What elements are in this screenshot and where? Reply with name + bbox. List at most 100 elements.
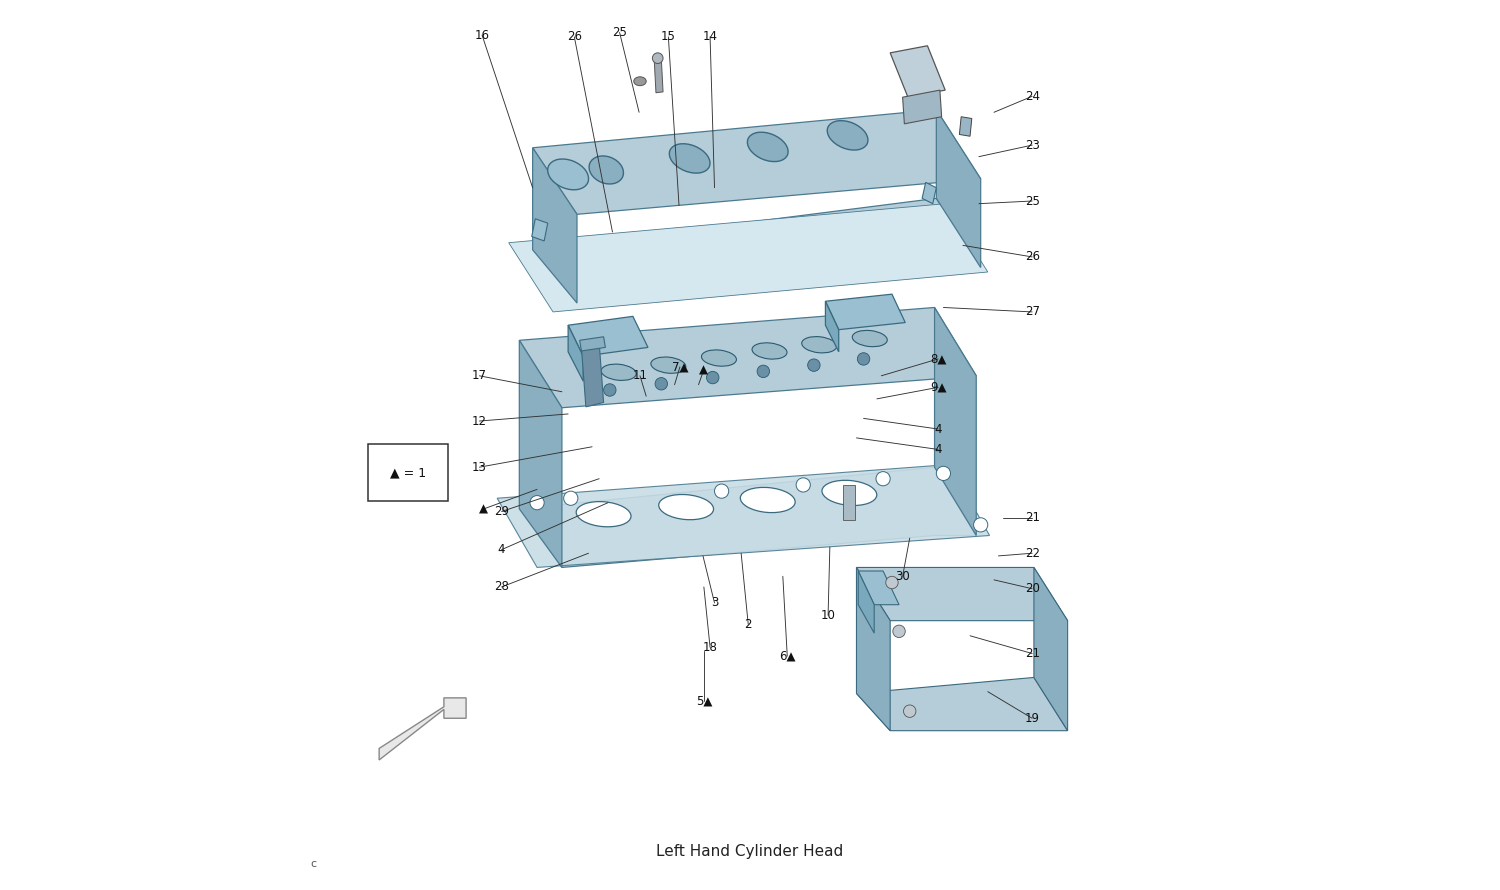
Circle shape xyxy=(876,472,890,486)
FancyBboxPatch shape xyxy=(368,444,448,501)
Text: 4: 4 xyxy=(934,443,942,456)
Text: 28: 28 xyxy=(494,580,508,594)
Polygon shape xyxy=(858,571,874,633)
Polygon shape xyxy=(496,465,990,568)
Ellipse shape xyxy=(634,77,646,85)
Text: ▲: ▲ xyxy=(480,502,489,515)
Circle shape xyxy=(903,705,916,717)
Circle shape xyxy=(603,384,616,396)
Ellipse shape xyxy=(548,159,588,190)
Circle shape xyxy=(656,377,668,390)
Ellipse shape xyxy=(651,357,686,373)
Polygon shape xyxy=(890,45,945,97)
Polygon shape xyxy=(532,198,981,303)
Text: 5▲: 5▲ xyxy=(696,694,712,707)
Polygon shape xyxy=(531,219,548,241)
Ellipse shape xyxy=(576,502,632,527)
Polygon shape xyxy=(519,467,976,568)
Text: 26: 26 xyxy=(567,30,582,44)
Polygon shape xyxy=(903,90,942,124)
Polygon shape xyxy=(936,109,981,268)
Ellipse shape xyxy=(822,481,878,506)
Circle shape xyxy=(706,371,718,384)
Text: 25: 25 xyxy=(1024,195,1039,207)
Text: 12: 12 xyxy=(472,415,488,427)
Ellipse shape xyxy=(741,488,795,513)
Polygon shape xyxy=(960,117,972,136)
Ellipse shape xyxy=(852,330,888,347)
Text: c: c xyxy=(310,859,316,869)
Text: 25: 25 xyxy=(612,26,627,39)
Text: 23: 23 xyxy=(1024,139,1039,151)
Polygon shape xyxy=(579,336,606,351)
Circle shape xyxy=(530,496,544,510)
Ellipse shape xyxy=(827,121,868,150)
Polygon shape xyxy=(856,677,1068,731)
Polygon shape xyxy=(858,571,898,604)
Text: 22: 22 xyxy=(1024,546,1039,560)
Text: ▲: ▲ xyxy=(699,363,708,376)
Ellipse shape xyxy=(747,133,788,162)
Text: Left Hand Cylinder Head: Left Hand Cylinder Head xyxy=(657,844,843,859)
Polygon shape xyxy=(532,148,578,303)
Circle shape xyxy=(652,53,663,63)
Polygon shape xyxy=(856,568,889,731)
Circle shape xyxy=(807,359,820,371)
Text: 30: 30 xyxy=(896,570,910,583)
Polygon shape xyxy=(654,58,663,93)
Circle shape xyxy=(796,478,810,492)
Polygon shape xyxy=(922,182,936,204)
Circle shape xyxy=(974,518,988,532)
Text: 19: 19 xyxy=(1024,712,1039,724)
Text: 16: 16 xyxy=(474,28,489,42)
Text: ▲ = 1: ▲ = 1 xyxy=(390,466,426,479)
Text: 8▲: 8▲ xyxy=(930,352,946,366)
Circle shape xyxy=(892,625,906,637)
Polygon shape xyxy=(582,343,603,407)
Text: 17: 17 xyxy=(472,369,488,383)
Polygon shape xyxy=(843,485,855,521)
Text: 11: 11 xyxy=(633,369,648,383)
Circle shape xyxy=(758,365,770,377)
Text: 10: 10 xyxy=(821,609,836,622)
Ellipse shape xyxy=(590,156,624,184)
Polygon shape xyxy=(934,307,976,536)
Polygon shape xyxy=(568,316,648,356)
Ellipse shape xyxy=(752,343,788,359)
Text: 4: 4 xyxy=(934,423,942,435)
Text: 20: 20 xyxy=(1024,582,1039,595)
Text: 4: 4 xyxy=(498,543,506,556)
Polygon shape xyxy=(509,204,988,312)
Circle shape xyxy=(936,466,951,481)
Text: 9▲: 9▲ xyxy=(930,381,946,394)
Text: 2: 2 xyxy=(744,618,752,631)
Circle shape xyxy=(885,577,898,588)
Text: 27: 27 xyxy=(1024,305,1039,319)
Circle shape xyxy=(858,352,870,365)
Ellipse shape xyxy=(602,364,636,380)
Text: 14: 14 xyxy=(702,30,717,44)
Text: 29: 29 xyxy=(494,505,508,518)
Polygon shape xyxy=(519,340,562,568)
Circle shape xyxy=(714,484,729,498)
Ellipse shape xyxy=(658,495,714,520)
Polygon shape xyxy=(1034,568,1068,731)
Polygon shape xyxy=(380,698,466,760)
Text: 3: 3 xyxy=(711,596,718,610)
Text: 21: 21 xyxy=(1024,511,1039,524)
Polygon shape xyxy=(825,302,839,352)
Polygon shape xyxy=(519,307,976,408)
Text: 26: 26 xyxy=(1024,250,1039,263)
Text: 15: 15 xyxy=(662,30,676,44)
Circle shape xyxy=(564,491,578,506)
Polygon shape xyxy=(568,325,584,381)
Polygon shape xyxy=(825,295,906,329)
Ellipse shape xyxy=(669,143,710,174)
Polygon shape xyxy=(856,568,1068,620)
Polygon shape xyxy=(532,109,981,214)
Text: 21: 21 xyxy=(1024,647,1039,660)
Text: 6▲: 6▲ xyxy=(778,650,795,663)
Text: 24: 24 xyxy=(1024,90,1039,103)
Ellipse shape xyxy=(702,350,736,366)
Text: 18: 18 xyxy=(702,641,717,654)
